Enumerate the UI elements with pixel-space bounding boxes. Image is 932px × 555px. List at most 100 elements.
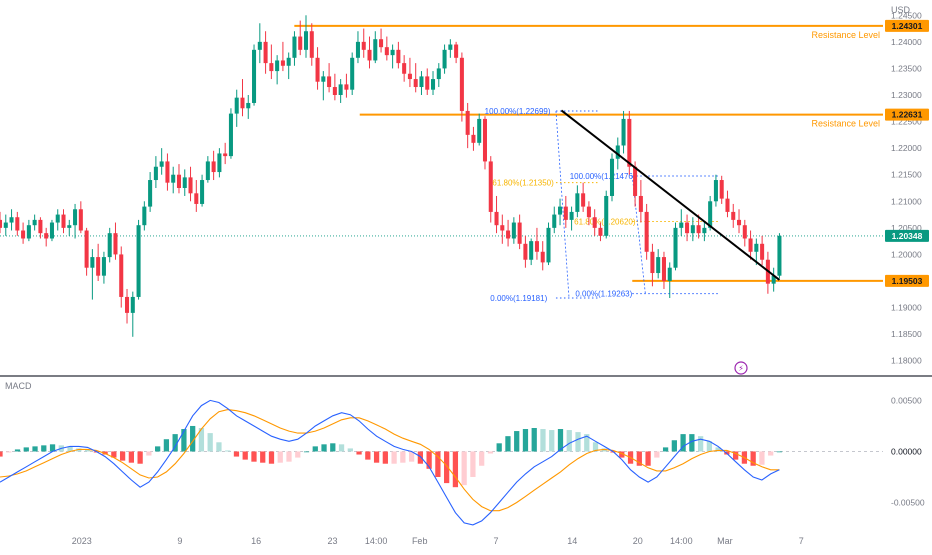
macd-histogram-bar xyxy=(225,450,231,452)
price-tick-label: 1.18000 xyxy=(891,356,922,366)
candle-body xyxy=(696,225,701,234)
macd-line xyxy=(0,399,780,526)
candle-body xyxy=(742,225,747,239)
candle-body xyxy=(650,251,655,274)
macd-histogram-bar xyxy=(137,451,143,464)
candle-body xyxy=(194,193,199,204)
fib-level-label: 100.00%(1.22699) xyxy=(485,107,551,116)
macd-histogram-bar xyxy=(49,444,56,452)
candle-body xyxy=(338,84,343,95)
macd-histogram-bar xyxy=(251,451,257,462)
candle-body xyxy=(627,118,632,167)
candle-body xyxy=(355,41,360,58)
candle-body xyxy=(3,222,8,228)
fib-level-label: 0.00%(1.19263) xyxy=(575,290,632,299)
macd-tick-label: -0.00500 xyxy=(891,497,925,507)
macd-histogram-bar xyxy=(540,429,546,452)
candle-body xyxy=(592,217,597,228)
candle-body xyxy=(321,76,326,82)
macd-histogram-bar xyxy=(479,451,485,466)
candle-body xyxy=(205,161,210,181)
current-price-tag-text: 1.20348 xyxy=(892,231,923,241)
macd-histogram-bar xyxy=(356,451,362,455)
candle-body xyxy=(621,118,626,146)
macd-histogram-bar xyxy=(733,451,739,460)
macd-histogram-bar xyxy=(233,451,240,457)
macd-histogram-bar xyxy=(417,451,423,464)
macd-histogram-bar xyxy=(461,451,467,486)
candle-body xyxy=(373,39,378,61)
macd-histogram-bar xyxy=(662,447,669,452)
candle-body xyxy=(390,49,395,56)
macd-tick-label: 0.00000 xyxy=(891,446,922,456)
fib-trend-line xyxy=(555,110,570,298)
price-tick-label: 1.21500 xyxy=(891,170,922,180)
macd-histogram-bar xyxy=(111,451,117,458)
candle-body xyxy=(454,44,459,58)
candle-body xyxy=(482,118,488,162)
macd-histogram-bar xyxy=(295,451,301,458)
level-label: Resistance Level xyxy=(811,119,880,129)
candle-body xyxy=(506,230,511,239)
candle-body xyxy=(240,97,245,109)
candle-body xyxy=(425,76,430,90)
candle-body xyxy=(402,63,407,74)
candle-body xyxy=(101,257,106,276)
macd-histogram-bar xyxy=(216,442,222,452)
candle-body xyxy=(638,195,643,212)
macd-histogram-bar xyxy=(645,451,651,466)
candle-body xyxy=(61,214,66,228)
candle-body xyxy=(598,227,603,236)
level-price-tag-text: 1.22631 xyxy=(892,110,923,120)
macd-histogram-bar xyxy=(444,451,450,484)
macd-histogram-bar xyxy=(321,444,327,452)
time-tick-label: 16 xyxy=(251,536,261,546)
macd-histogram-bar xyxy=(557,429,564,452)
time-tick-label: 14:00 xyxy=(670,536,693,546)
candle-body xyxy=(575,193,580,212)
macd-histogram-bar xyxy=(531,428,537,452)
candle-body xyxy=(731,211,736,220)
current-price-tag xyxy=(885,229,929,242)
macd-histogram-bar xyxy=(0,451,3,457)
candle-body xyxy=(171,174,176,183)
macd-histogram-bar xyxy=(584,434,590,452)
time-tick-label: 9 xyxy=(177,536,182,546)
macd-signal-line xyxy=(0,409,780,512)
candle-body xyxy=(275,60,280,72)
candle-body xyxy=(21,230,26,239)
time-tick-label: 2023 xyxy=(72,536,92,546)
macd-histogram-bar xyxy=(391,451,397,464)
candle-body xyxy=(540,251,545,263)
price-tick-label: 1.20500 xyxy=(891,223,922,233)
macd-histogram-bar xyxy=(549,430,555,452)
candle-body xyxy=(748,238,753,252)
macd-histogram-bar xyxy=(759,451,765,465)
candle-body xyxy=(737,219,742,226)
candle-body xyxy=(609,158,615,196)
macd-histogram-bar xyxy=(312,446,318,452)
time-tick-label: Feb xyxy=(412,536,428,546)
candle-body xyxy=(581,193,586,207)
candle-body xyxy=(292,36,297,58)
currency-label: USD xyxy=(891,5,911,15)
candle-body xyxy=(148,180,153,207)
candle-body xyxy=(303,31,309,50)
macd-histogram-bar xyxy=(181,429,187,452)
price-tick-label: 1.23500 xyxy=(891,63,922,73)
macd-histogram-bar xyxy=(470,451,476,477)
macd-histogram-bar xyxy=(671,440,677,452)
candle-body xyxy=(586,206,591,218)
macd-histogram-bar xyxy=(365,451,371,460)
price-tick-label: 1.20000 xyxy=(891,249,922,259)
macd-histogram-bar xyxy=(566,430,572,452)
macd-histogram-bar xyxy=(408,451,415,462)
candle-body xyxy=(448,44,453,50)
candle-body xyxy=(55,214,60,223)
candle-body xyxy=(413,79,418,88)
candle-body xyxy=(153,166,158,181)
candle-body xyxy=(15,217,20,231)
price-tick-label: 1.21000 xyxy=(891,196,922,206)
candle-body xyxy=(459,57,464,111)
